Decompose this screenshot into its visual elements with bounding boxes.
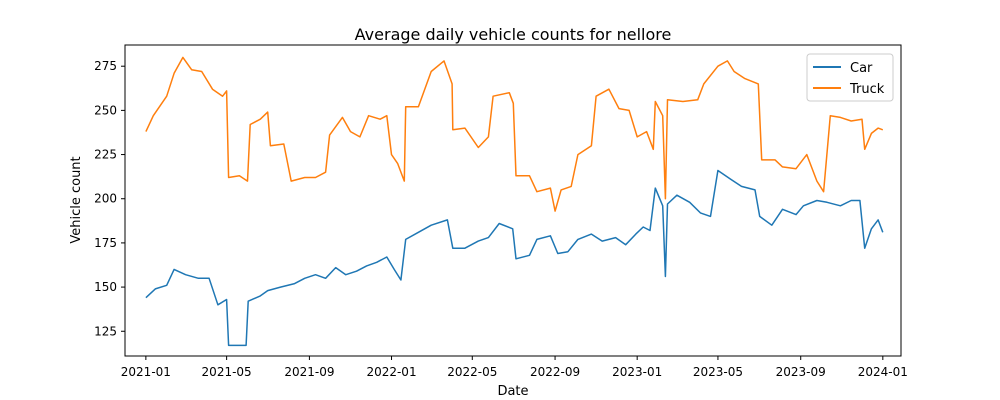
x-axis: 2021-01 2021-05 2021-09 2022-01 2022-05 2022-…	[121, 356, 908, 379]
x-tick-label: 2022-09	[530, 365, 580, 379]
x-tick-label: 2021-01	[121, 365, 171, 379]
x-tick-label: 2023-05	[693, 365, 743, 379]
y-axis-label: Vehicle count	[69, 156, 84, 243]
plot-background	[125, 45, 901, 356]
series-layer	[145, 56, 884, 347]
legend: Car Truck	[806, 53, 894, 102]
chart-title: Average daily vehicle counts for nellore	[355, 25, 672, 44]
series-line-truck	[145, 56, 884, 212]
y-tick-label: 175	[94, 236, 117, 250]
y-tick-label: 150	[94, 280, 117, 294]
x-tick-label: 2024-01	[858, 365, 908, 379]
x-tick-label: 2022-01	[366, 365, 416, 379]
x-tick-label: 2022-05	[447, 365, 497, 379]
x-tick-label: 2021-09	[284, 365, 334, 379]
plot-frame	[124, 44, 902, 357]
plot-area	[124, 44, 902, 357]
legend-label-car: Car	[850, 61, 873, 76]
x-tick-label: 2023-01	[612, 365, 662, 379]
y-tick-label: 200	[94, 192, 117, 206]
series-line-car	[145, 169, 884, 347]
y-axis: 125 150 175 200 225 250 275	[94, 59, 125, 338]
legend-label-truck: Truck	[849, 82, 885, 97]
x-tick-label: 2023-09	[776, 365, 826, 379]
y-tick-label: 250	[94, 103, 117, 117]
y-tick-label: 225	[94, 148, 117, 162]
y-tick-label: 125	[94, 324, 117, 338]
y-tick-label: 275	[94, 59, 117, 73]
x-axis-label: Date	[497, 384, 528, 399]
x-tick-label: 2021-05	[202, 365, 252, 379]
legend-box	[806, 53, 894, 102]
